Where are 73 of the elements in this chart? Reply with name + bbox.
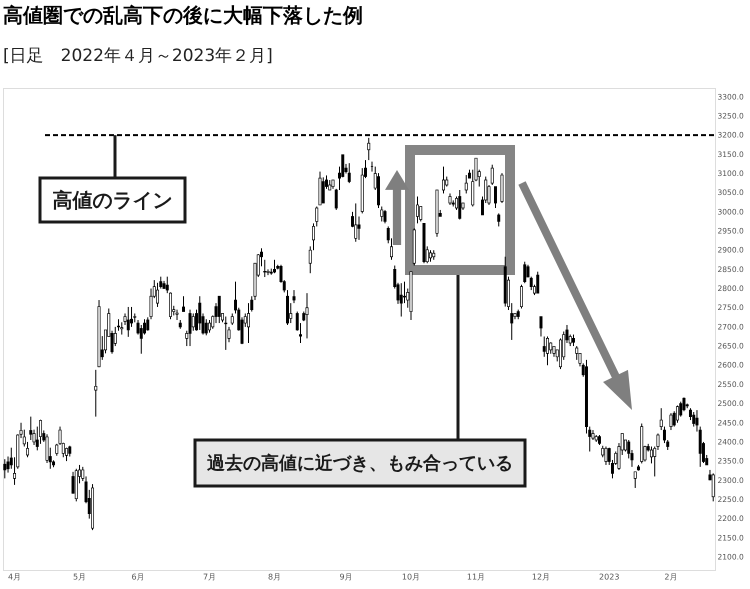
candlestick [3,458,6,479]
chart-title: 高値圏での乱高下の後に大幅下落した例 [3,3,363,27]
candlestick [292,290,296,304]
x-tick-label: 2月 [664,572,678,582]
candlestick [429,250,432,262]
candlestick [494,186,497,209]
candlestick [601,445,604,458]
candlestick [192,312,195,332]
candlestick [416,196,419,224]
candlestick [126,306,130,338]
candlestick [176,309,179,320]
candlestick [208,319,212,334]
candlestick [520,284,523,309]
candlestick [536,271,540,294]
candlestick [542,336,546,358]
candlestick [146,316,150,332]
x-tick-label: 11月 [466,572,486,582]
x-tick-label: 8月 [268,572,282,582]
candlestick [273,259,276,274]
candlestick [156,282,160,308]
candlestick [523,261,526,284]
candlestick [182,296,186,312]
candlestick [442,166,445,194]
candlestick [546,336,549,366]
candlestick [263,259,266,278]
x-tick-label: 10月 [402,572,420,582]
candlestick [358,216,360,240]
candlestick [552,346,556,358]
candlestick [445,176,448,188]
candlestick [464,174,468,194]
candlestick [224,316,228,350]
candlestick [692,412,696,428]
candlestick [403,281,406,304]
x-tick-label: 7月 [202,572,216,582]
candlestick [230,312,234,326]
ref-line-label: 高値のライン [52,188,172,212]
candlestick [575,346,578,360]
candlestick [120,322,124,336]
candlestick [94,369,98,418]
x-tick-label: 5月 [72,572,86,582]
candlestick [572,334,575,347]
x-tick-label: 6月 [131,572,145,582]
candlestick [29,416,32,441]
candlestick [166,276,169,294]
candlestick [188,309,192,347]
candlestick [218,296,221,324]
candlestick [169,292,172,320]
candlestick [247,302,250,344]
candlestick [539,316,542,337]
candlestick [549,342,552,354]
candlestick [490,164,494,186]
x-tick-label: 2023 [599,572,620,582]
candlestick [598,434,601,446]
x-tick-label: 12月 [532,572,550,582]
candlestick [204,318,208,336]
x-tick-label: 4月 [8,572,22,582]
candlestick [328,180,332,190]
candlestick [604,446,608,466]
candlestick [306,292,308,339]
candlestick [516,309,520,320]
candlestick [448,192,452,206]
candlestick [198,296,202,330]
candlestick [650,446,653,464]
candlestick [68,445,72,457]
candlestick [497,212,500,227]
candlestick [676,405,679,424]
candlestick [384,209,386,224]
annotation: 過去の高値に近づき、もみ合っている [206,453,513,474]
candlestick [634,470,637,488]
candlestick [669,412,672,431]
candlestick [712,472,715,502]
chart-subtitle: [日足 2022年４月～2023年２月] [3,46,273,66]
x-tick-label: 9月 [339,572,353,582]
